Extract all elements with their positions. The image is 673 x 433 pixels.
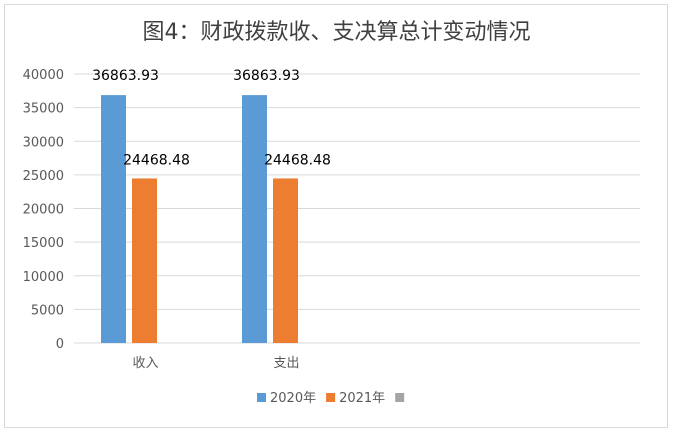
legend-label: 2020年 <box>270 391 316 406</box>
legend: 2020年 2021年 <box>257 391 405 406</box>
y-tick-label: 10000 <box>23 270 64 285</box>
y-axis-ticks: 0 5000 10000 15000 20000 25000 30000 35000 40000 <box>23 68 64 352</box>
y-tick-label: 35000 <box>23 102 64 117</box>
bar <box>101 95 126 343</box>
chart-title: 图4：财政拨款收、支决算总计变动情况 <box>142 20 531 45</box>
legend-swatch <box>395 393 405 402</box>
y-tick-label: 20000 <box>23 203 64 218</box>
data-label: 24468.48 <box>264 152 331 168</box>
legend-swatch <box>326 393 336 402</box>
grid-lines <box>74 73 640 344</box>
y-tick-label: 30000 <box>23 135 64 150</box>
y-tick-label: 5000 <box>31 303 64 318</box>
x-axis-ticks: 收入 支出 <box>132 356 299 371</box>
bar <box>242 95 267 343</box>
bar <box>273 178 298 343</box>
data-label: 36863.93 <box>233 68 300 84</box>
legend-label: 2021年 <box>339 391 385 406</box>
data-labels: 36863.93 24468.48 36863.93 24468.48 <box>92 68 331 168</box>
bar <box>132 178 157 343</box>
x-tick-label: 支出 <box>273 356 299 371</box>
y-tick-label: 0 <box>56 337 64 352</box>
data-label: 24468.48 <box>123 152 190 168</box>
bars <box>101 95 298 343</box>
legend-swatch <box>257 393 266 402</box>
y-tick-label: 25000 <box>23 169 64 184</box>
data-label: 36863.93 <box>92 68 159 84</box>
y-tick-label: 15000 <box>23 236 64 251</box>
x-tick-label: 收入 <box>132 356 158 371</box>
y-tick-label: 40000 <box>23 68 64 83</box>
